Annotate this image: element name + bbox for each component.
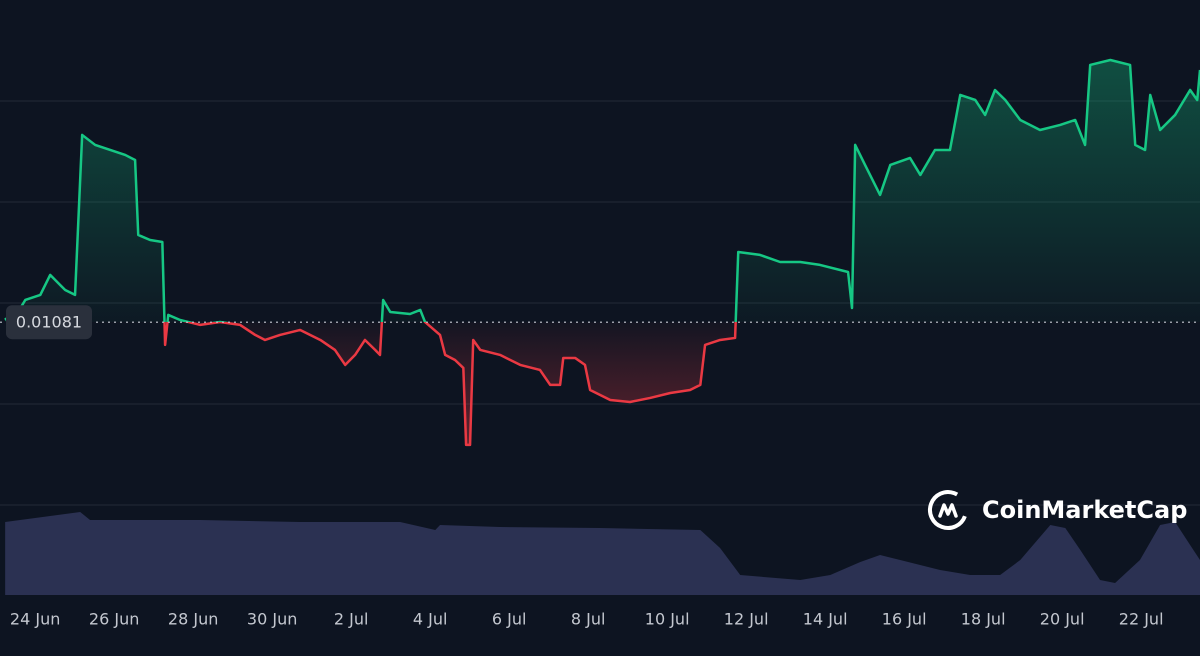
x-tick-label: 24 Jun: [10, 610, 60, 629]
x-tick-label: 20 Jul: [1040, 610, 1085, 629]
x-tick-label: 28 Jun: [168, 610, 218, 629]
x-tick-label: 6 Jul: [492, 610, 527, 629]
x-tick-label: 12 Jul: [724, 610, 769, 629]
watermark-text: CoinMarketCap: [982, 496, 1187, 524]
x-tick-label: 26 Jun: [89, 610, 139, 629]
reference-layer: 0.01081: [0, 305, 1200, 340]
x-tick-label: 16 Jul: [882, 610, 927, 629]
price-line: [4, 58, 1200, 447]
watermark: CoinMarketCap: [928, 490, 1187, 530]
x-tick-label: 22 Jul: [1119, 610, 1164, 629]
price-layer: [4, 58, 1200, 447]
logo: [928, 490, 968, 530]
baseline-label-box: [6, 305, 92, 340]
price-area: [5, 59, 1200, 445]
x-tick-label: 10 Jul: [645, 610, 690, 629]
x-tick-label: 18 Jul: [961, 610, 1006, 629]
volume-layer: [5, 512, 1200, 595]
x-tick-label: 4 Jul: [413, 610, 448, 629]
x-tick-label: 8 Jul: [571, 610, 606, 629]
x-tick-label: 2 Jul: [334, 610, 369, 629]
x-tick-label: 30 Jun: [247, 610, 297, 629]
volume-area: [5, 512, 1200, 595]
x-tick-label: 14 Jul: [803, 610, 848, 629]
baseline-label: 0.01081: [16, 313, 82, 332]
x-axis: 24 Jun 26 Jun 28 Jun 30 Jun 2 Jul 4 Jul 6 Jul 8…: [10, 610, 1164, 629]
